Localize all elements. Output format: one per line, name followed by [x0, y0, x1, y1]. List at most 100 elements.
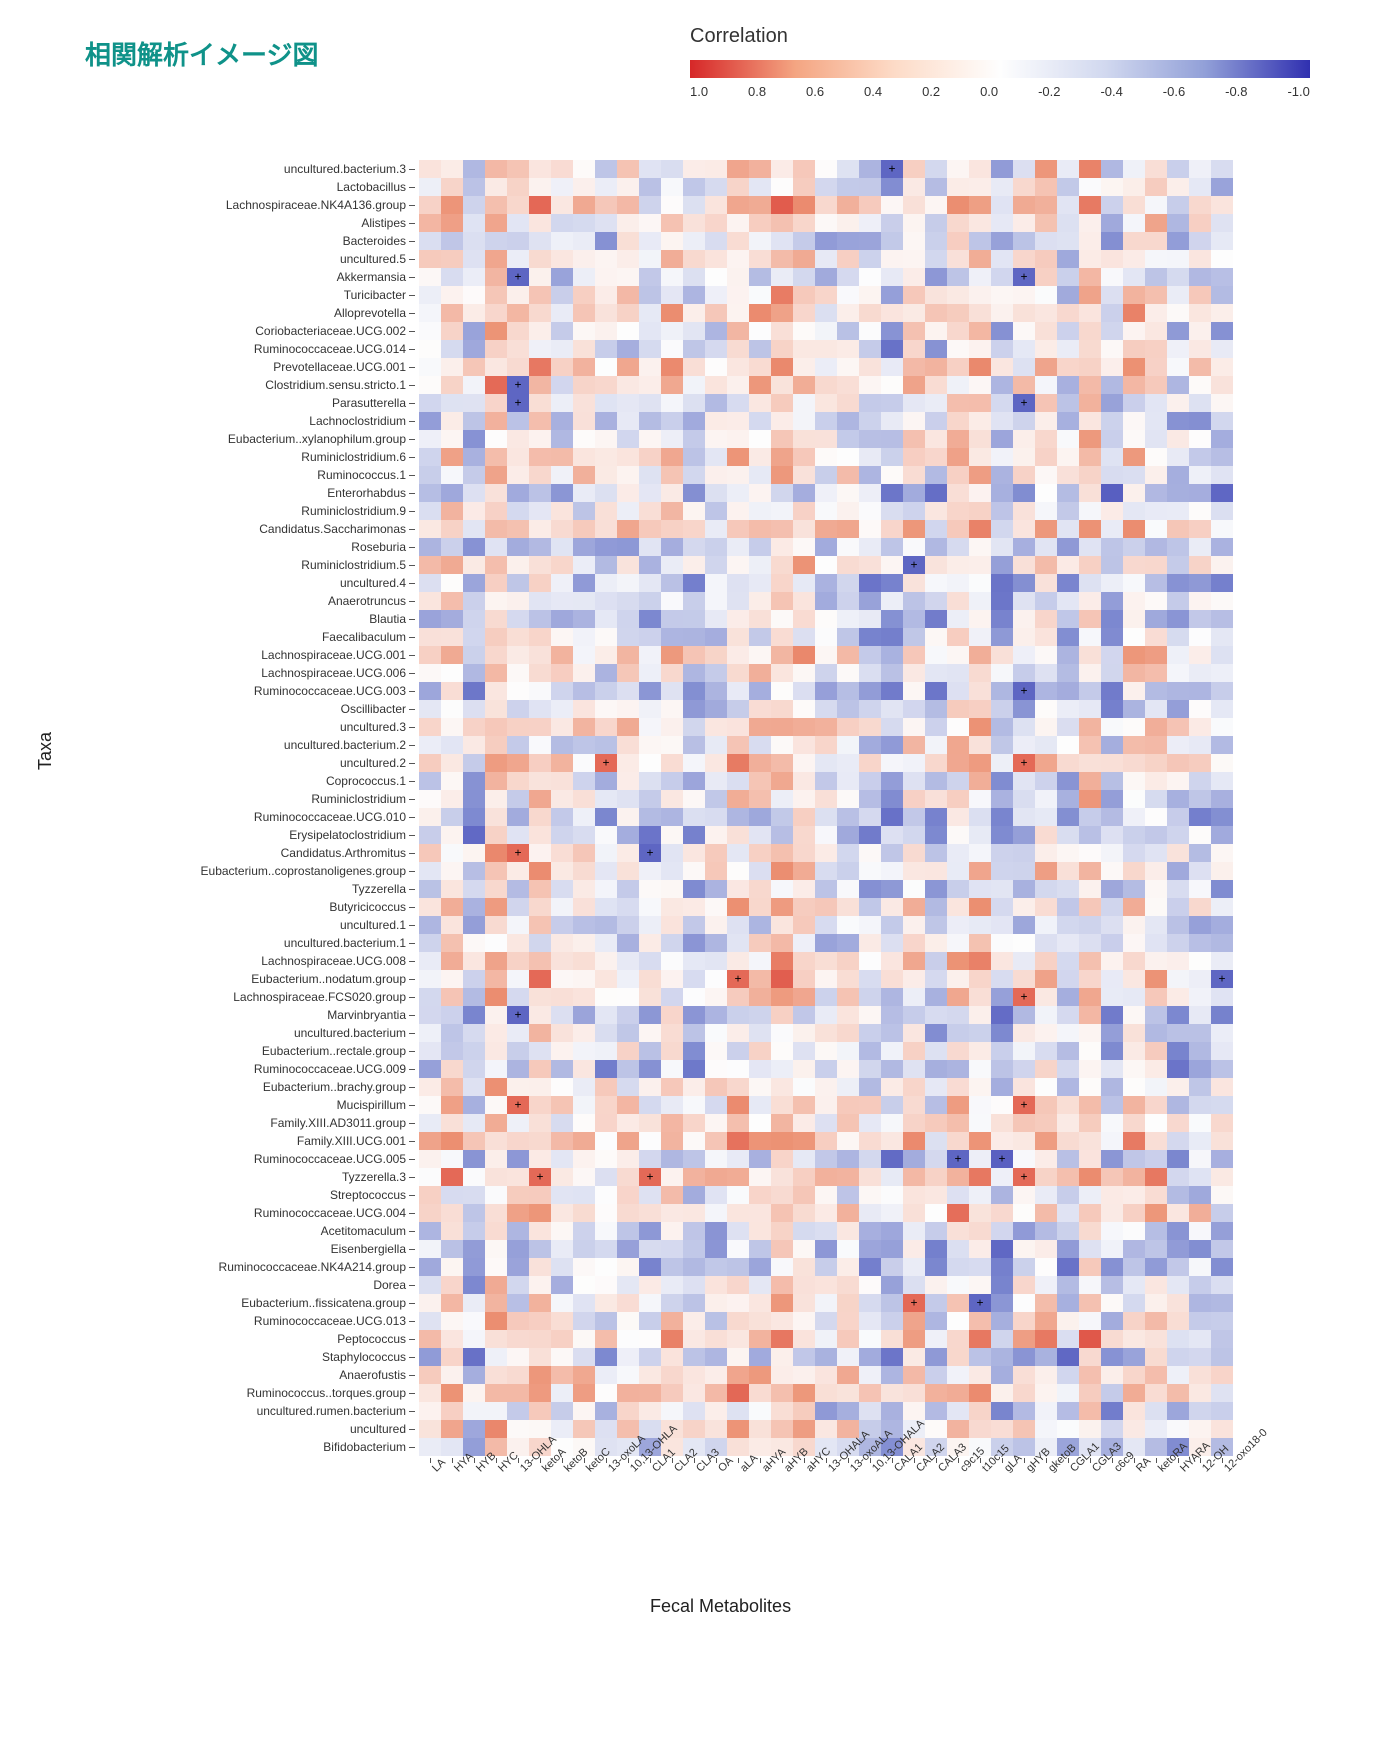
heatmap-cell — [595, 898, 617, 916]
heatmap-cell — [1167, 412, 1189, 430]
heatmap-cell — [727, 1114, 749, 1132]
heatmap-cell — [925, 1258, 947, 1276]
heatmap-cell — [1123, 412, 1145, 430]
heatmap-cell — [837, 880, 859, 898]
y-tick-label: Mucispirillum — [85, 1098, 419, 1112]
heatmap-cell — [419, 1078, 441, 1096]
heatmap-cell — [595, 844, 617, 862]
heatmap-cell — [771, 520, 793, 538]
heatmap-cell — [463, 898, 485, 916]
heatmap-cell — [485, 160, 507, 178]
heatmap-cell — [705, 1384, 727, 1402]
heatmap-row: uncultured.5 — [85, 250, 1365, 268]
heatmap-cell — [903, 1114, 925, 1132]
heatmap-cell — [1211, 736, 1233, 754]
heatmap-cell — [903, 340, 925, 358]
heatmap-cell — [815, 1384, 837, 1402]
heatmap-cell — [1013, 214, 1035, 232]
heatmap-cell — [793, 664, 815, 682]
heatmap-cell — [573, 520, 595, 538]
heatmap-cell — [617, 610, 639, 628]
heatmap-cell — [1035, 358, 1057, 376]
heatmap-cell — [1167, 1114, 1189, 1132]
heatmap-cell — [947, 682, 969, 700]
heatmap-cell — [925, 502, 947, 520]
heatmap-cell — [969, 466, 991, 484]
heatmap-cell — [837, 304, 859, 322]
heatmap-cell — [1013, 790, 1035, 808]
heatmap-cell — [595, 268, 617, 286]
heatmap-cell — [573, 538, 595, 556]
heatmap-cell — [1211, 1222, 1233, 1240]
heatmap-cell — [1145, 178, 1167, 196]
heatmap-cell — [551, 232, 573, 250]
heatmap-cell — [815, 1276, 837, 1294]
heatmap-cell — [793, 412, 815, 430]
heatmap-cell — [639, 1096, 661, 1114]
heatmap-cell — [419, 340, 441, 358]
heatmap-cell — [1189, 772, 1211, 790]
heatmap-cell — [793, 304, 815, 322]
heatmap-cell — [463, 1042, 485, 1060]
heatmap-cell — [463, 826, 485, 844]
heatmap-cell — [441, 430, 463, 448]
heatmap-cell — [1101, 196, 1123, 214]
heatmap-cell — [661, 628, 683, 646]
heatmap-cell — [925, 556, 947, 574]
heatmap-cell — [595, 196, 617, 214]
heatmap-cell — [1167, 880, 1189, 898]
heatmap-cell — [1189, 1348, 1211, 1366]
heatmap-cell — [683, 1276, 705, 1294]
heatmap-cell — [639, 376, 661, 394]
heatmap-row: Tyzzerella.3+++ — [85, 1168, 1365, 1186]
heatmap-cell — [1079, 610, 1101, 628]
heatmap-cell — [551, 646, 573, 664]
heatmap-cell — [1145, 574, 1167, 592]
heatmap-cell — [727, 610, 749, 628]
heatmap-cell — [727, 1150, 749, 1168]
heatmap-cell — [749, 610, 771, 628]
heatmap-cell — [1145, 718, 1167, 736]
heatmap-cell — [1167, 718, 1189, 736]
heatmap-cell — [815, 1204, 837, 1222]
heatmap-cell — [617, 628, 639, 646]
heatmap-cell — [705, 646, 727, 664]
heatmap-cell — [1057, 646, 1079, 664]
heatmap-cell — [969, 1348, 991, 1366]
heatmap-cell — [573, 808, 595, 826]
heatmap-cell — [749, 1096, 771, 1114]
heatmap-cell — [705, 1114, 727, 1132]
heatmap-row: Ruminococcaceae.UCG.009 — [85, 1060, 1365, 1078]
heatmap-cell — [1145, 934, 1167, 952]
heatmap-cell — [1189, 916, 1211, 934]
heatmap-cell — [815, 790, 837, 808]
heatmap-cell — [661, 520, 683, 538]
heatmap-cell — [947, 772, 969, 790]
heatmap-cell — [661, 1204, 683, 1222]
heatmap-cell — [815, 700, 837, 718]
heatmap-cell — [1145, 304, 1167, 322]
heatmap-cell — [991, 1366, 1013, 1384]
heatmap-cell — [1035, 538, 1057, 556]
heatmap-cell — [595, 718, 617, 736]
heatmap-cell — [463, 394, 485, 412]
heatmap-cell — [859, 610, 881, 628]
heatmap-cell — [837, 232, 859, 250]
heatmap-cell — [551, 772, 573, 790]
heatmap-row: Ruminococcaceae.UCG.014 — [85, 340, 1365, 358]
heatmap-cell — [815, 1348, 837, 1366]
heatmap-cell — [529, 970, 551, 988]
heatmap-cell — [969, 682, 991, 700]
heatmap-cell — [617, 1006, 639, 1024]
heatmap-cell — [925, 178, 947, 196]
heatmap-cell — [683, 1168, 705, 1186]
heatmap-cell — [727, 394, 749, 412]
heatmap-cell — [815, 808, 837, 826]
heatmap-cell — [925, 340, 947, 358]
heatmap-cell — [969, 934, 991, 952]
heatmap-cell — [749, 322, 771, 340]
heatmap-cell — [749, 1294, 771, 1312]
heatmap-cell — [1145, 1204, 1167, 1222]
heatmap-cell — [1123, 1096, 1145, 1114]
heatmap-cell — [749, 358, 771, 376]
